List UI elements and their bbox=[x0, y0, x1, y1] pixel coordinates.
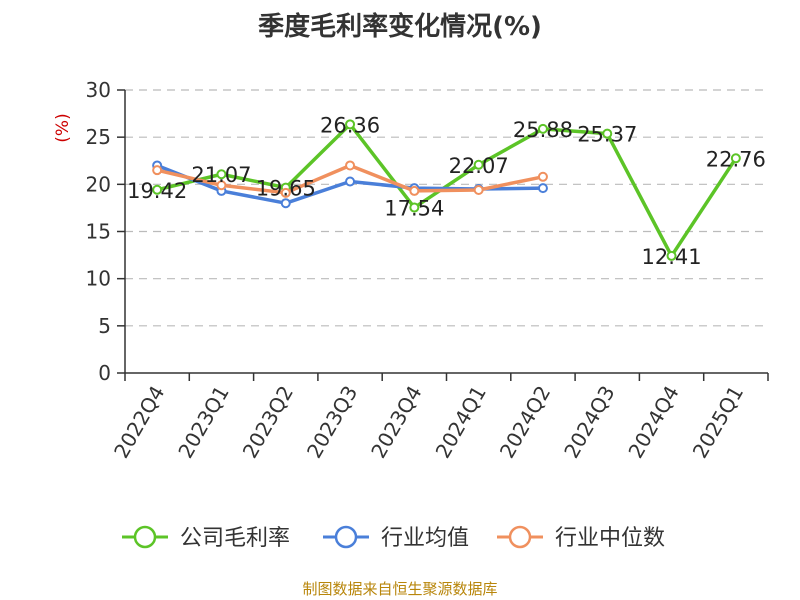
data-label: 12.41 bbox=[641, 245, 701, 269]
grid-lines bbox=[125, 89, 768, 327]
x-tick-label: 2025Q1 bbox=[688, 382, 748, 463]
legend-marker bbox=[334, 525, 358, 549]
legend-label: 公司毛利率 bbox=[180, 526, 290, 551]
legend-label: 行业均值 bbox=[381, 526, 469, 551]
y-tick-label: 0 bbox=[98, 361, 111, 385]
data-point bbox=[666, 250, 677, 261]
data-label: 22.07 bbox=[449, 154, 509, 178]
data-label: 25.88 bbox=[513, 118, 573, 142]
y-axis-label: (%) bbox=[53, 113, 73, 142]
y-tick-label: 15 bbox=[86, 220, 111, 244]
data-label: 25.37 bbox=[577, 123, 637, 147]
data-point bbox=[537, 123, 548, 134]
series-line-0 bbox=[156, 122, 738, 258]
data-point bbox=[537, 183, 548, 194]
data-point bbox=[216, 180, 227, 191]
data-point bbox=[473, 184, 484, 195]
data-label: 22.76 bbox=[706, 147, 766, 171]
legend: 公司毛利率 行业均值 行业中位数 bbox=[122, 525, 665, 551]
data-label: 21.07 bbox=[191, 163, 251, 187]
data-point bbox=[473, 159, 484, 170]
data-point bbox=[345, 176, 356, 187]
x-tick-label: 2023Q2 bbox=[238, 382, 298, 463]
data-point bbox=[280, 187, 291, 198]
chart-title: 季度毛利率变化情况(%) bbox=[258, 12, 542, 42]
y-tick-label: 30 bbox=[86, 78, 111, 102]
series-lines bbox=[152, 119, 741, 261]
data-label: 26.36 bbox=[320, 113, 380, 137]
legend-label: 行业中位数 bbox=[555, 526, 665, 551]
x-tick-label: 2024Q3 bbox=[559, 382, 619, 463]
data-point bbox=[730, 153, 741, 164]
y-tick-label: 10 bbox=[86, 267, 111, 291]
y-tick-label: 5 bbox=[98, 314, 111, 338]
x-tick-label: 2023Q1 bbox=[173, 382, 233, 463]
source-note: 制图数据来自恒生聚源数据库 bbox=[302, 580, 498, 598]
x-tick-label: 2024Q2 bbox=[495, 382, 555, 463]
y-tick-label: 25 bbox=[86, 125, 111, 149]
data-point bbox=[602, 128, 613, 139]
y-tick-label: 20 bbox=[86, 172, 111, 196]
data-point bbox=[409, 185, 420, 196]
x-tick-label: 2024Q1 bbox=[431, 382, 491, 463]
data-point bbox=[409, 202, 420, 213]
data-point bbox=[345, 119, 356, 130]
legend-marker bbox=[133, 525, 157, 549]
data-point bbox=[537, 171, 548, 182]
x-tick-label: 2022Q4 bbox=[109, 382, 169, 463]
data-point bbox=[152, 184, 163, 195]
x-tick-label: 2023Q4 bbox=[366, 382, 426, 463]
data-point bbox=[152, 165, 163, 176]
data-point bbox=[216, 169, 227, 180]
legend-marker bbox=[508, 525, 532, 549]
data-label: 19.65 bbox=[256, 177, 316, 201]
data-label: 19.42 bbox=[127, 179, 187, 203]
data-label: 17.54 bbox=[384, 197, 444, 221]
x-tick-label: 2023Q3 bbox=[302, 382, 362, 463]
data-point bbox=[280, 198, 291, 209]
data-point bbox=[345, 160, 356, 171]
x-tick-label: 2024Q4 bbox=[623, 382, 683, 463]
